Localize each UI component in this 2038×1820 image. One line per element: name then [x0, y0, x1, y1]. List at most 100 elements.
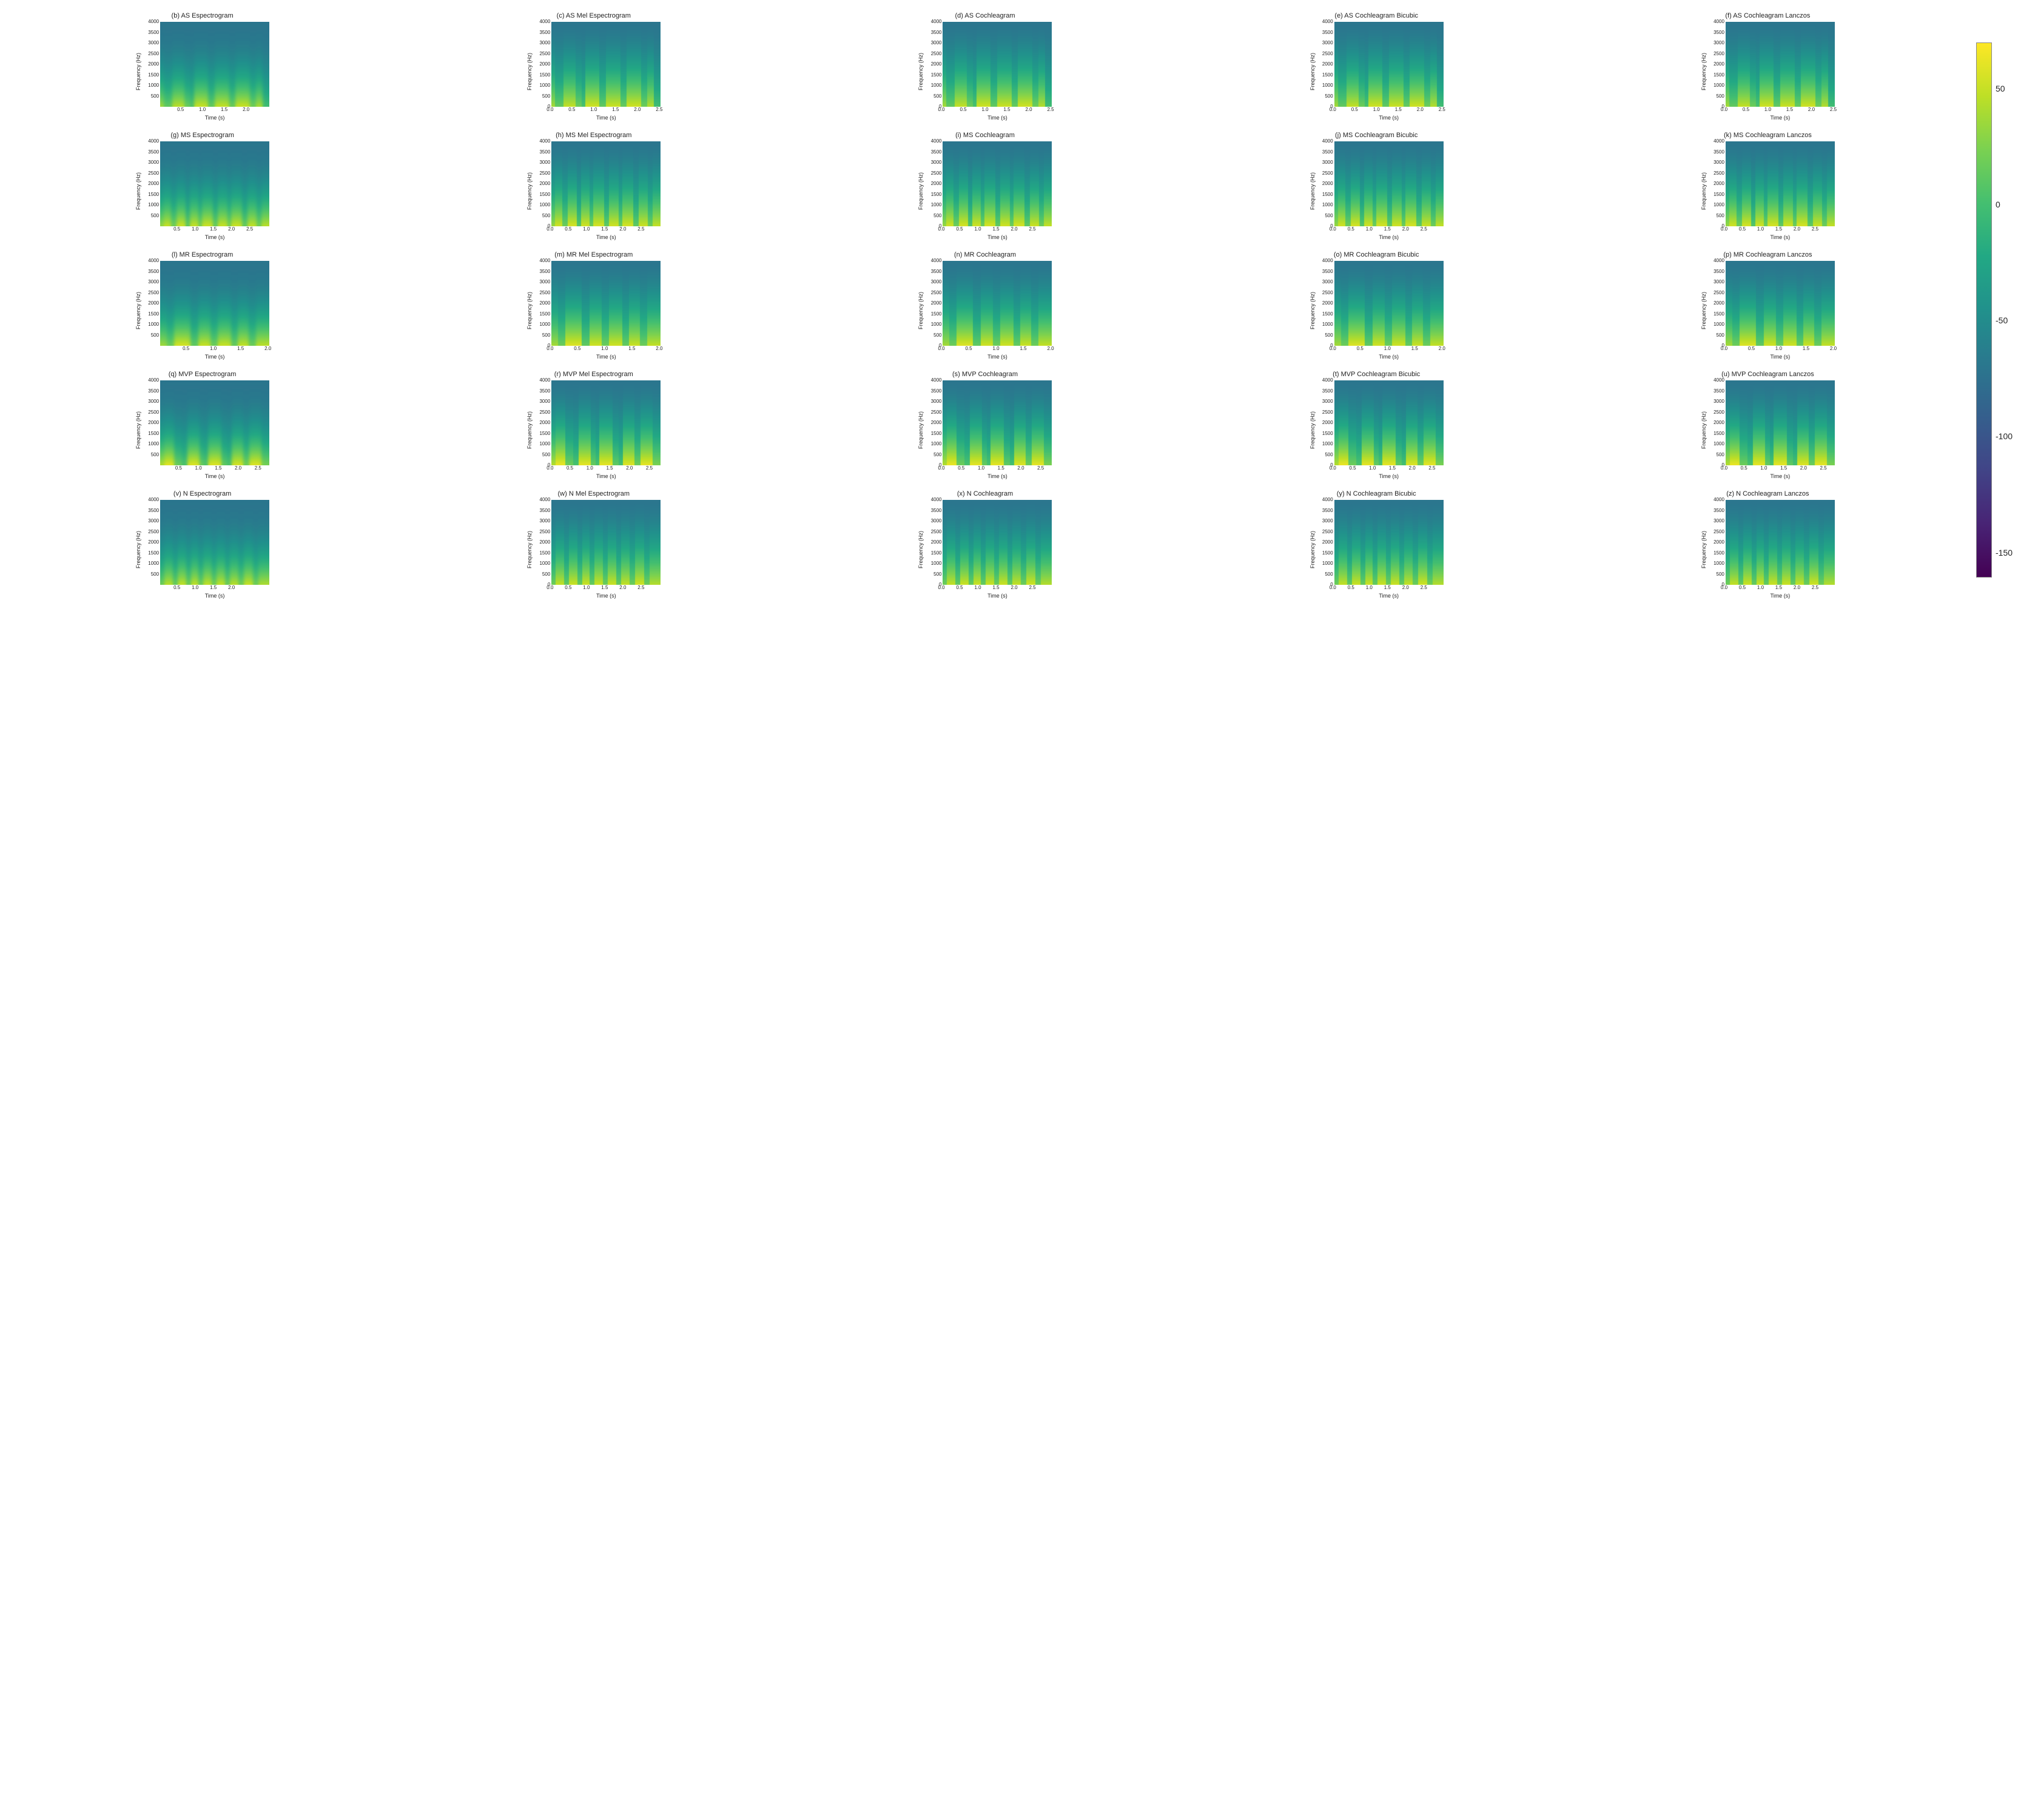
x-tick: 2.5 — [1047, 107, 1054, 112]
x-tick: 2.5 — [1037, 465, 1044, 471]
y-tick: 4000 — [148, 258, 159, 263]
x-tick: 1.0 — [199, 107, 206, 112]
x-ticks: 0.00.51.01.52.02.5 — [551, 465, 661, 473]
y-tick: 1500 — [148, 431, 159, 436]
colorbar-tick: -150 — [1996, 548, 2013, 557]
x-tick: 2.0 — [1808, 107, 1815, 112]
plot-right-column: 0.51.01.52.0Time (s) — [160, 22, 269, 121]
x-tick: 0.5 — [1739, 585, 1746, 590]
plot-area: Frequency (Hz)40003500300025002000150010… — [526, 500, 661, 599]
y-tick: 1500 — [1713, 312, 1724, 317]
x-tick: 0.5 — [965, 346, 972, 351]
x-tick: 0.5 — [1351, 107, 1358, 112]
x-axis-label: Time (s) — [160, 593, 269, 599]
plot-area: Frequency (Hz)40003500300025002000150010… — [526, 261, 661, 360]
spectrogram-heatmap — [551, 380, 661, 465]
y-axis-label: Frequency (Hz) — [918, 141, 924, 240]
y-ticks: 40003500300025002000150010005000 — [925, 22, 943, 107]
x-tick: 0.0 — [1721, 346, 1727, 351]
plot-area: Frequency (Hz)40003500300025002000150010… — [135, 141, 269, 240]
y-tick: 1000 — [148, 322, 159, 327]
y-tick: 1500 — [539, 431, 550, 436]
y-tick: 500 — [933, 453, 941, 457]
y-tick: 2500 — [931, 410, 942, 415]
x-ticks: 0.51.01.52.02.5 — [160, 226, 269, 234]
x-axis-label: Time (s) — [1726, 115, 1835, 121]
y-tick: 4000 — [931, 378, 942, 383]
x-tick: 2.5 — [1421, 226, 1427, 232]
y-tick: 2500 — [539, 52, 550, 56]
y-tick: 500 — [151, 453, 159, 457]
x-ticks: 0.00.51.01.52.0 — [551, 346, 661, 353]
spectrogram-panel: (w) N Mel EspectrogramFrequency (Hz)4000… — [403, 490, 784, 599]
spectrogram-heatmap — [943, 261, 1052, 346]
y-tick: 2500 — [931, 530, 942, 534]
x-tick: 0.0 — [1330, 107, 1336, 112]
plot-right-column: 0.00.51.01.52.02.5Time (s) — [551, 380, 661, 479]
plot-area: Frequency (Hz)40003500300025002000150010… — [135, 500, 269, 599]
x-tick: 2.0 — [619, 585, 626, 590]
x-tick: 2.5 — [637, 585, 644, 590]
spectrogram-figure: (b) AS EspectrogramFrequency (Hz)4000350… — [12, 12, 2026, 599]
colorbar-tick: 0 — [1996, 200, 2000, 209]
y-tick: 1500 — [148, 192, 159, 197]
panel-title: (b) AS Espectrogram — [172, 12, 234, 19]
x-tick: 2.0 — [626, 465, 633, 471]
panel-title: (g) MS Espectrogram — [170, 132, 234, 139]
x-tick: 1.0 — [1373, 107, 1380, 112]
x-tick: 2.5 — [1421, 585, 1427, 590]
y-ticks: 4000350030002500200015001000500 — [143, 261, 160, 346]
plot-area: Frequency (Hz)40003500300025002000150010… — [1310, 380, 1444, 479]
y-tick: 2500 — [1713, 530, 1724, 534]
y-tick: 3500 — [1713, 269, 1724, 274]
x-tick: 0.0 — [938, 226, 944, 232]
y-tick: 3500 — [931, 389, 942, 394]
plot-area: Frequency (Hz)40003500300025002000150010… — [1701, 261, 1835, 360]
y-tick: 1000 — [539, 203, 550, 207]
y-tick: 3000 — [1322, 41, 1333, 46]
x-tick: 0.5 — [173, 226, 180, 232]
y-tick: 3000 — [1713, 41, 1724, 46]
plot-area: Frequency (Hz)40003500300025002000150010… — [526, 22, 661, 121]
y-ticks: 40003500300025002000150010005000 — [1708, 380, 1726, 465]
y-tick: 2000 — [1322, 301, 1333, 306]
spectrogram-panel: (c) AS Mel Espectrogram Frequency (Hz)400… — [403, 12, 784, 121]
y-axis-label: Frequency (Hz) — [526, 500, 533, 599]
x-tick: 2.0 — [1025, 107, 1032, 112]
x-tick: 1.5 — [992, 585, 999, 590]
x-ticks: 0.00.51.01.52.02.5 — [943, 585, 1052, 592]
y-tick: 3000 — [1713, 399, 1724, 404]
panel-title: (c) AS Mel Espectrogram — [557, 12, 631, 19]
y-tick: 3500 — [148, 508, 159, 513]
y-tick: 500 — [1717, 333, 1724, 338]
x-tick: 2.0 — [1011, 585, 1017, 590]
y-tick: 2500 — [148, 530, 159, 534]
x-tick: 0.0 — [546, 346, 553, 351]
y-tick: 2000 — [539, 540, 550, 545]
x-tick: 1.0 — [974, 585, 981, 590]
panel-title: (i) MS Cochleagram — [955, 132, 1015, 139]
x-tick: 0.5 — [1348, 226, 1354, 232]
spectrogram-heatmap — [551, 500, 661, 585]
y-tick: 1000 — [931, 442, 942, 447]
y-tick: 2000 — [148, 540, 159, 545]
plot-right-column: 0.00.51.01.52.02.5Time (s) — [1726, 500, 1835, 599]
y-tick: 2000 — [148, 301, 159, 306]
y-axis-label: Frequency (Hz) — [1701, 380, 1707, 479]
spectrogram-heatmap — [943, 22, 1052, 107]
spectrogram-heatmap — [943, 141, 1052, 226]
y-ticks: 40003500300025002000150010005000 — [925, 141, 943, 226]
y-tick: 1500 — [931, 312, 942, 317]
spectrogram-heatmap — [1334, 22, 1444, 107]
y-tick: 2500 — [1322, 410, 1333, 415]
plot-right-column: 0.00.51.01.52.02.5Time (s) — [943, 22, 1052, 121]
y-tick: 3000 — [931, 41, 942, 46]
x-tick: 2.5 — [637, 226, 644, 232]
y-tick: 2000 — [148, 181, 159, 186]
panel-title: (y) N Cochleagram Bicubic — [1337, 490, 1416, 497]
panel-title: (n) MR Cochleagram — [954, 251, 1016, 258]
x-axis-label: Time (s) — [1334, 593, 1444, 599]
x-tick: 1.5 — [1003, 107, 1010, 112]
y-tick: 2500 — [539, 530, 550, 534]
y-ticks: 40003500300025002000150010005000 — [925, 261, 943, 346]
